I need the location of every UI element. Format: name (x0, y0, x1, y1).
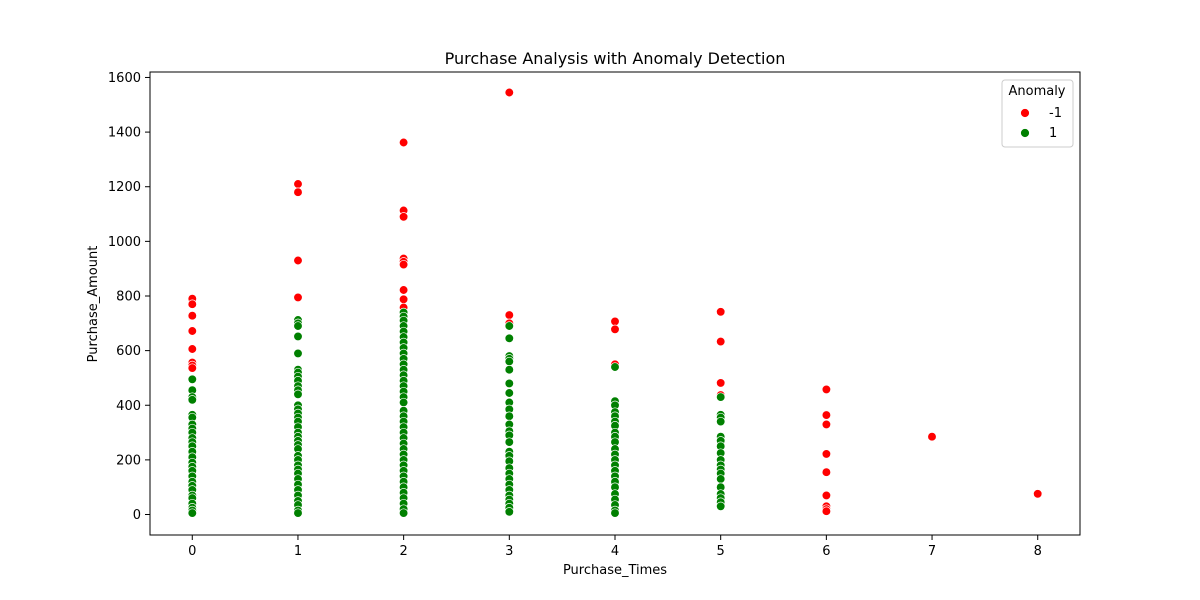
normal-point (504, 356, 514, 367)
y-tick-label: 0 (133, 508, 141, 523)
anomaly-point (504, 310, 514, 320)
anomaly-point (821, 419, 832, 430)
y-axis-label: Purchase_Amount (86, 246, 101, 363)
x-tick-label: 2 (399, 544, 407, 559)
x-tick-label: 6 (822, 544, 830, 559)
y-tick-label: 600 (116, 344, 141, 359)
y-tick-label: 1400 (108, 126, 141, 141)
anomaly-point (293, 255, 303, 266)
normal-point (187, 374, 197, 384)
normal-point (398, 397, 409, 408)
x-tick-label: 5 (717, 544, 725, 559)
anomaly-point (610, 316, 620, 327)
anomaly-point (821, 506, 832, 516)
normal-point (504, 333, 514, 343)
x-tick-label: 4 (611, 544, 619, 559)
anomaly-point (1033, 489, 1043, 499)
anomaly-point (716, 378, 726, 388)
anomaly-point (293, 179, 303, 189)
x-tick-label: 1 (294, 544, 302, 559)
normal-point (610, 508, 620, 518)
y-tick-label: 200 (116, 453, 141, 468)
normal-point (504, 321, 514, 331)
normal-point (504, 365, 514, 375)
anomaly-point (187, 326, 197, 336)
anomaly-point (187, 311, 197, 321)
normal-point (293, 348, 303, 359)
legend-label-normal: 1 (1049, 126, 1057, 141)
normal-point (504, 378, 514, 389)
anomaly-point (293, 187, 303, 197)
normal-point (504, 388, 514, 398)
anomaly-point (716, 336, 726, 347)
legend-label-anomaly: -1 (1049, 106, 1062, 121)
legend-title: Anomaly (1008, 84, 1065, 99)
normal-point (293, 331, 303, 342)
y-tick-label: 800 (116, 289, 141, 304)
anomaly-point (821, 467, 832, 477)
normal-point (716, 474, 726, 484)
y-tick-label: 1200 (108, 180, 141, 195)
legend-marker-normal (1020, 128, 1030, 138)
anomaly-point (610, 324, 620, 334)
normal-point (187, 508, 197, 518)
normal-point (293, 508, 303, 518)
x-tick-label: 3 (505, 544, 513, 559)
normal-point (716, 392, 726, 402)
anomaly-point (398, 137, 409, 148)
normal-point (504, 507, 514, 517)
normal-point (293, 389, 303, 399)
anomaly-point (398, 259, 409, 270)
chart-title: Purchase Analysis with Anomaly Detection (445, 49, 786, 68)
normal-point (716, 501, 726, 511)
anomaly-point (821, 490, 832, 501)
axes: 0 1 2 3 4 5 6 7 8 0 200 400 600 800 1000 1200 1400 1600 (108, 71, 1081, 559)
normal-point (293, 321, 303, 331)
normal-point (610, 362, 620, 372)
normal-point (187, 395, 197, 405)
anomaly-point (821, 449, 832, 459)
y-tick-label: 400 (116, 399, 141, 414)
anomaly-point (187, 363, 197, 373)
anomaly-point (821, 410, 832, 420)
anomaly-point (398, 285, 409, 295)
legend: Anomaly -1 1 (1001, 79, 1074, 148)
normal-point (504, 437, 514, 447)
anomaly-point (187, 299, 197, 309)
x-tick-label: 7 (928, 544, 936, 559)
anomaly-point (821, 384, 832, 395)
legend-box (1001, 79, 1074, 148)
anomaly-point (293, 292, 303, 303)
x-tick-label: 8 (1034, 544, 1042, 559)
legend-marker-anomaly (1020, 108, 1030, 118)
normal-point (398, 508, 409, 518)
x-axis-label: Purchase_Times (563, 563, 667, 578)
anomaly-point (398, 294, 409, 304)
normal-point (716, 416, 726, 427)
plot-area (187, 87, 1043, 518)
x-tick-label: 0 (188, 544, 196, 559)
anomaly-point (398, 212, 409, 222)
anomaly-point (187, 344, 197, 354)
y-tick-label: 1600 (108, 71, 141, 86)
anomaly-point (504, 87, 514, 98)
anomaly-point (716, 307, 726, 317)
anomaly-point (927, 432, 937, 442)
normal-point (504, 411, 514, 421)
y-tick-label: 1000 (108, 235, 141, 250)
